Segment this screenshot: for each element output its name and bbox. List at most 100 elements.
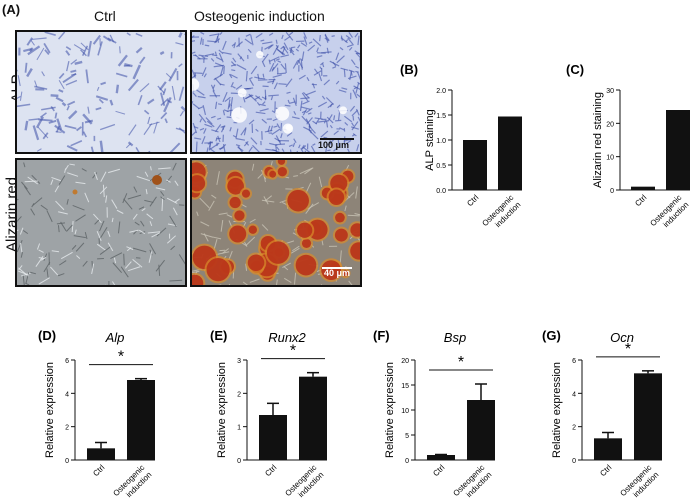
- y-tick-label: 0: [610, 188, 614, 195]
- alp-stain-mark: [324, 33, 329, 43]
- cell-mark: [246, 236, 256, 246]
- cell-mark: [107, 242, 114, 252]
- alp-stain-mark: [333, 115, 336, 121]
- alp-stain-mark: [34, 80, 38, 88]
- alp-stain-mark: [345, 39, 349, 43]
- cell-mark: [30, 208, 36, 216]
- alp-stain-mark: [336, 104, 341, 109]
- alp-stain-mark: [203, 73, 207, 78]
- alp-stain-mark: [218, 49, 224, 55]
- alp-clear-spot: [237, 88, 247, 98]
- cell-mark: [73, 235, 86, 239]
- cell-mark: [25, 272, 30, 284]
- alp-stain-mark: [336, 55, 345, 64]
- alp-stain-mark: [308, 125, 316, 134]
- cell-mark: [27, 176, 39, 185]
- alp-stain-mark: [332, 66, 337, 69]
- alp-stain-mark: [235, 137, 246, 141]
- chart-e: (E) Runx2 0 1 2 3 Relative expression Ctrl Osteo…: [210, 328, 327, 499]
- alp-stain-mark: [97, 41, 103, 56]
- alp-stain-mark: [56, 118, 63, 131]
- alp-stain-mark: [66, 144, 78, 152]
- cell-mark: [149, 249, 153, 256]
- alp-stain-mark: [82, 131, 88, 138]
- alp-stain-mark: [317, 101, 328, 108]
- alp-clear-spot: [192, 78, 200, 91]
- alp-stain-mark: [269, 62, 275, 73]
- micrograph-alizarin-ctrl: [15, 158, 187, 287]
- alp-stain-mark: [275, 144, 278, 152]
- alp-clear-spot: [231, 107, 247, 123]
- alp-stain-mark: [17, 95, 21, 100]
- alp-stain-mark: [299, 100, 303, 112]
- alp-stain-mark: [291, 116, 300, 120]
- cell-mark: [263, 196, 269, 205]
- panel-label: (G): [542, 328, 561, 343]
- bar-ctrl: [631, 186, 655, 190]
- cell-mark: [76, 255, 81, 259]
- alp-stain-mark: [264, 89, 267, 100]
- alp-stain-mark: [193, 126, 199, 129]
- alp-stain-mark: [333, 148, 338, 152]
- cell-mark: [283, 266, 289, 271]
- alp-stain-mark: [351, 121, 359, 131]
- cell-mark: [158, 167, 171, 170]
- alp-stain-mark: [27, 45, 41, 56]
- y-tick-label: 1: [237, 425, 241, 432]
- alp-stain-mark: [159, 81, 167, 91]
- alp-stain-mark: [320, 61, 324, 66]
- alp-stain-mark: [353, 85, 360, 91]
- alp-stain-mark: [99, 123, 116, 131]
- alp-stain-mark: [178, 86, 185, 101]
- alp-stain-mark: [327, 114, 333, 122]
- alp-stain-mark: [231, 69, 236, 72]
- alp-stain-mark: [58, 89, 64, 93]
- alp-stain-mark: [38, 118, 53, 122]
- chart-f: (F) Bsp 0 5 10 15 20 Relative expression Ctrl Ost…: [373, 328, 495, 499]
- alp-stain-mark: [261, 53, 269, 63]
- cell-mark: [156, 227, 167, 237]
- cell-mark: [23, 185, 31, 196]
- alp-stain-mark: [269, 56, 280, 62]
- alp-stain-mark: [139, 56, 146, 65]
- cell-mark: [84, 192, 90, 203]
- alp-stain-mark: [357, 81, 360, 85]
- cell-mark: [67, 172, 79, 177]
- cell-mark: [99, 220, 105, 232]
- alp-stain-mark: [73, 44, 85, 52]
- alp-stain-mark: [214, 51, 217, 56]
- scale-bar-alizarin: [322, 267, 352, 269]
- alp-stain-mark: [166, 99, 173, 104]
- alp-stain-mark: [262, 101, 266, 105]
- alp-stain-mark: [243, 128, 247, 136]
- alp-stain-mark: [277, 60, 282, 63]
- alp-stain-mark: [178, 127, 185, 134]
- alp-stain-mark: [36, 148, 42, 152]
- alp-stain-mark: [248, 119, 255, 125]
- alp-stain-mark: [232, 57, 237, 63]
- cell-mark: [226, 214, 233, 218]
- significance-star: *: [458, 354, 464, 371]
- cell-mark: [60, 251, 73, 260]
- mineral-nodule: [335, 212, 345, 223]
- y-tick-label: 2: [572, 425, 576, 432]
- alp-stain-mark: [213, 64, 225, 68]
- bar-osteogenic: [666, 110, 690, 190]
- mineral-nodule: [241, 189, 251, 198]
- cell-mark: [276, 279, 278, 285]
- alp-stain-mark: [339, 47, 344, 51]
- cell-mark: [166, 179, 171, 183]
- alp-stain-mark: [255, 128, 259, 132]
- alp-stain-mark: [250, 137, 258, 145]
- cell-mark: [220, 220, 224, 232]
- alp-stain-mark: [285, 32, 294, 41]
- cell-mark: [58, 175, 66, 185]
- alp-stain-mark: [192, 101, 194, 105]
- mineral-nodule: [248, 225, 257, 234]
- alp-stain-mark: [350, 59, 356, 66]
- alp-stain-mark: [297, 44, 301, 49]
- alp-stain-mark: [87, 40, 92, 57]
- alp-stain-mark: [249, 77, 253, 80]
- alp-stain-mark: [198, 54, 209, 58]
